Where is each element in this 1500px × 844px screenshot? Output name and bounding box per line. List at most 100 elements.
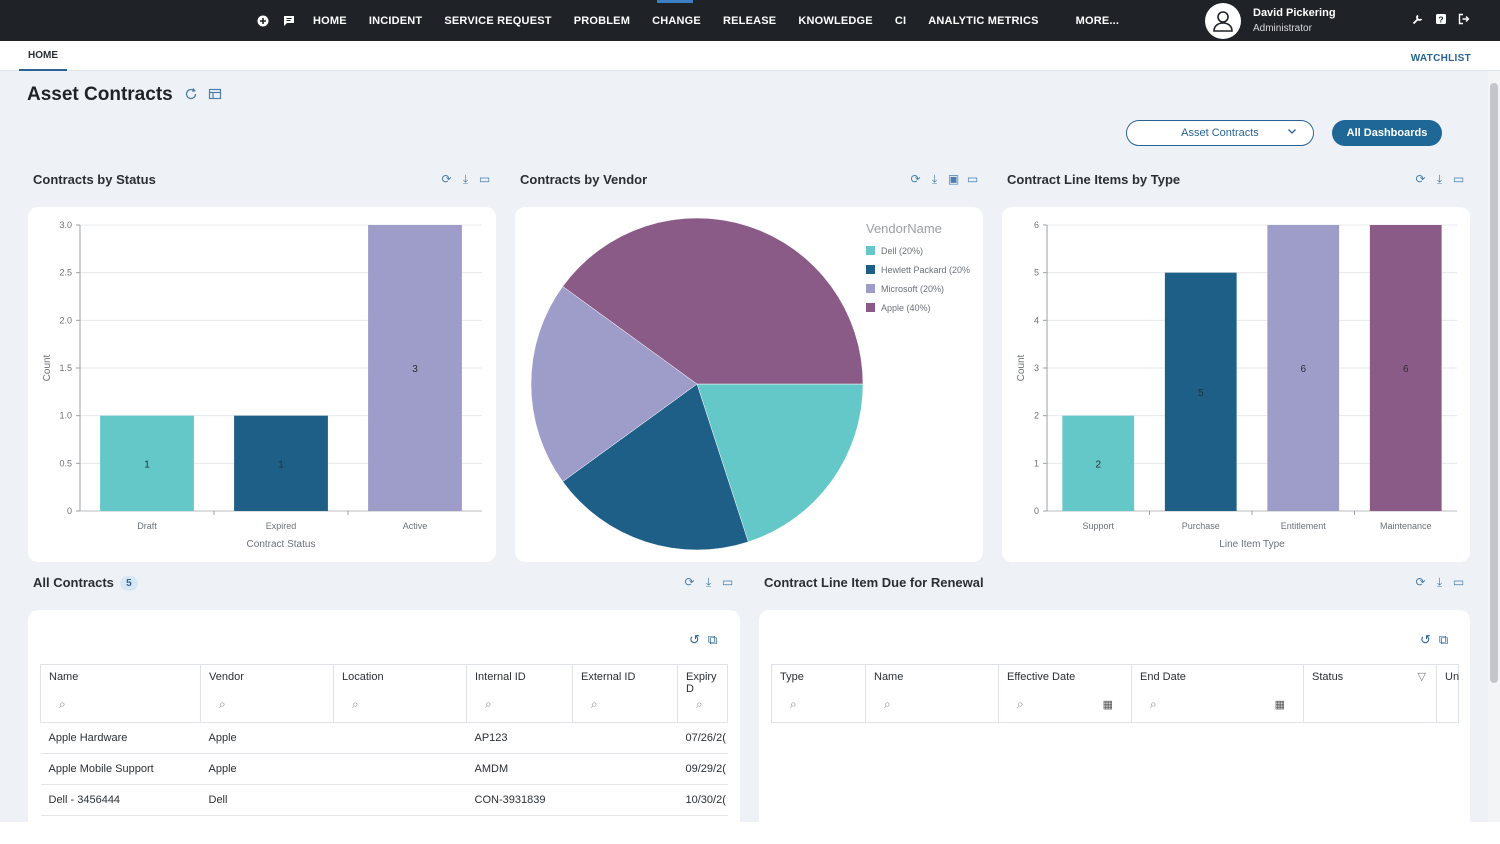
tab-home[interactable]: HOME [19,41,67,71]
column-header-external-id[interactable]: External ID ⌕ [572,664,678,723]
window-icon[interactable]: ▭ [1452,575,1465,589]
data-label: 5 [1198,388,1204,399]
bar [1062,415,1135,511]
nav-more[interactable]: MORE... [1075,14,1120,27]
undo-icon[interactable]: ↺ [1420,632,1431,647]
copy-icon[interactable]: ⧉ [1438,632,1449,647]
search-icon[interactable]: ⌕ [790,697,797,711]
calendar-icon[interactable]: ▦ [1102,699,1113,711]
export-icon[interactable]: ⤓ [1436,172,1443,186]
column-header-status[interactable]: Status ▽ [1303,664,1437,723]
refresh-icon[interactable]: ⟳ [910,172,921,186]
dashboard-select[interactable]: Asset Contracts [1126,120,1314,146]
export-icon[interactable]: ⤓ [931,172,938,186]
refresh-icon[interactable]: ⟳ [1415,172,1426,186]
nav-release[interactable]: RELEASE [722,14,777,27]
watchlist-link[interactable]: WATCHLIST [1410,53,1471,64]
window-icon[interactable]: ▭ [721,575,734,589]
column-header-end-date[interactable]: End Date ⌕ ▦ [1131,664,1304,723]
column-header-un[interactable]: Un [1436,664,1459,723]
table-row[interactable]: Dell - 3456444 Dell CON-3931839 10/30/2( [40,784,728,816]
y-tick-label: 0.5 [59,458,72,468]
widget-actions-renewal: ⟳ ⤓ ▭ [1414,575,1465,590]
column-header-location[interactable]: Location ⌕ [333,664,467,723]
search-icon[interactable]: ⌕ [219,697,226,711]
help-icon[interactable]: ? [1435,13,1447,28]
widget-actions-status: ⟳ ⤓ ▭ [440,172,491,187]
logout-icon[interactable] [1458,13,1470,28]
nav-incident[interactable]: INCIDENT [368,14,423,27]
status-bar-chart: 0 0.5 1.0 1.5 2.0 2.5 3.0 1 Draft 1 Expired 3 Active… [42,220,482,550]
refresh-icon[interactable]: ⟳ [684,575,695,589]
search-icon[interactable]: ⌕ [485,697,492,711]
layout-icon[interactable] [208,87,222,104]
main-nav: HOME INCIDENT SERVICE REQUEST PROBLEM CH… [250,0,1130,41]
user-menu[interactable]: David Pickering Administrator [1205,3,1336,39]
nav-problem[interactable]: PROBLEM [573,14,631,27]
scrollbar-thumb[interactable] [1490,83,1498,683]
data-label: 6 [1403,364,1409,375]
search-icon[interactable]: ⌕ [59,697,66,711]
widget-title-line-items: Contract Line Items by Type [1007,172,1181,187]
y-tick-label: 1 [1034,458,1039,468]
column-header-name[interactable]: Name ⌕ [865,664,999,723]
y-axis-label: Count [42,354,53,381]
undo-icon[interactable]: ↺ [689,632,700,647]
column-header-expiry-date[interactable]: Expiry D ⌕ [677,664,728,723]
column-header-name[interactable]: Name ⌕ [40,664,201,723]
chart-card-vendor: VendorName Dell (20%) Hewlett Packard (20%… [515,207,983,562]
refresh-icon[interactable]: ⟳ [441,172,452,186]
vertical-scrollbar[interactable] [1488,71,1500,823]
refresh-icon[interactable]: ⟳ [1415,575,1426,589]
column-header-internal-id[interactable]: Internal ID ⌕ [466,664,573,723]
refresh-icon[interactable] [184,87,198,104]
table-row[interactable]: Apple Mobile Support Apple AMDM 09/29/2( [40,753,728,785]
x-tick-label: Maintenance [1380,521,1432,531]
copy-icon[interactable]: ⧉ [707,632,718,647]
avatar[interactable] [1205,3,1241,39]
nav-home[interactable]: HOME [313,14,347,27]
chat-icon[interactable] [276,0,302,41]
nav-service-request[interactable]: SERVICE REQUEST [444,14,552,27]
renewal-card: ↺ ⧉ Type ⌕ Name ⌕ Effective Date ⌕ ▦ End Dat… [759,610,1470,822]
search-icon[interactable]: ⌕ [591,697,598,711]
dashboard-select-value: Asset Contracts [1181,127,1259,139]
y-tick-label: 6 [1034,220,1039,230]
search-icon[interactable]: ⌕ [884,697,891,711]
search-icon[interactable]: ⌕ [1017,697,1024,711]
all-dashboards-button[interactable]: All Dashboards [1332,120,1442,146]
pie-slice [562,383,749,551]
nav-analytic-metrics[interactable]: ANALYTIC METRICS [928,14,1039,27]
wrench-icon[interactable] [1412,13,1424,28]
nav-change[interactable]: CHANGE [652,14,701,27]
line-items-bar-chart: 0 1 2 3 4 5 6 2 Support 5 Purchase 6 Entitlement 6 Mai… [1016,220,1457,550]
table-header-row: Type ⌕ Name ⌕ Effective Date ⌕ ▦ End Date ⌕ ▦ … [771,664,1459,723]
export-icon[interactable]: ⤓ [705,575,712,589]
export-icon[interactable]: ⤓ [462,172,469,186]
legend-label: Microsoft (20%) [881,284,944,294]
search-icon[interactable]: ⌕ [352,697,359,711]
column-header-type[interactable]: Type ⌕ [771,664,866,723]
column-header-effective-date[interactable]: Effective Date ⌕ ▦ [998,664,1132,723]
nav-knowledge[interactable]: KNOWLEDGE [798,14,873,27]
column-header-vendor[interactable]: Vendor ⌕ [200,664,334,723]
filter-icon[interactable]: ▽ [1417,671,1426,683]
add-icon[interactable] [250,0,276,41]
export-icon[interactable]: ⤓ [1436,575,1443,589]
column-label: Location [342,671,384,683]
nav-ci[interactable]: CI [894,14,907,27]
column-label: Vendor [209,671,244,683]
window-icon[interactable]: ▭ [966,172,979,186]
window-icon[interactable]: ▭ [478,172,491,186]
table-cell: Apple Hardware [40,722,201,754]
search-icon[interactable]: ⌕ [696,697,703,711]
image-icon[interactable]: ▣ [947,172,960,186]
vendor-pie-chart: VendorName Dell (20%) Hewlett Packard (20%… [530,217,970,551]
search-icon[interactable]: ⌕ [1150,697,1157,711]
table-cell: 09/29/2( [677,753,728,785]
table-cell [572,722,678,754]
window-icon[interactable]: ▭ [1452,172,1465,186]
table-row[interactable]: Apple Hardware Apple AP123 07/26/2( [40,722,728,754]
chevron-down-icon [1287,126,1297,139]
calendar-icon[interactable]: ▦ [1274,699,1285,711]
